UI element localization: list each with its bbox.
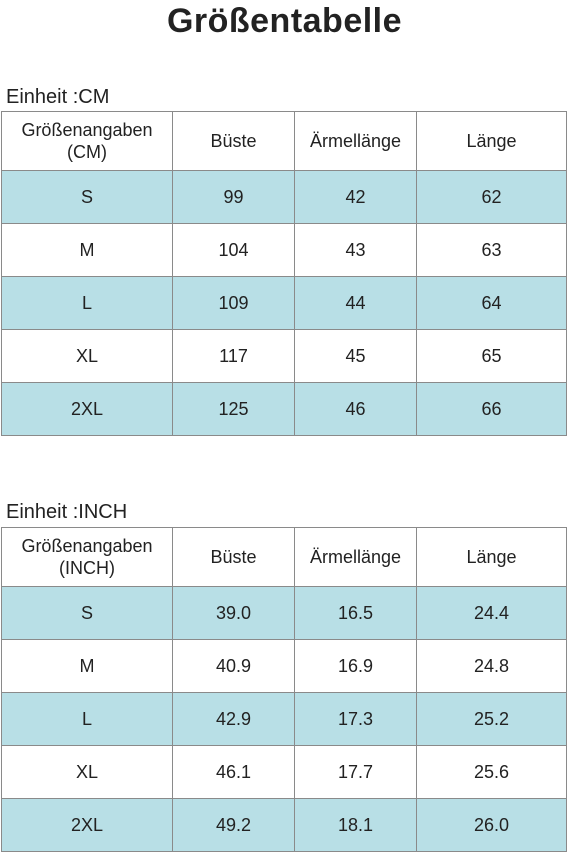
- table-cell: 39.0: [172, 586, 295, 640]
- table-cell: 104: [172, 223, 295, 277]
- header-cell: Ärmellänge: [294, 527, 417, 587]
- size-table: Größenangaben (CM) Büste Ärmellänge Länge S 9…: [1, 111, 567, 436]
- table-row: XL 117 45 65: [1, 329, 567, 383]
- table-cell: XL: [1, 329, 173, 383]
- table-cell: 46.1: [172, 745, 295, 799]
- header-cell: Länge: [416, 111, 567, 171]
- table-cell: 46: [294, 382, 417, 436]
- header-cell: Büste: [172, 111, 295, 171]
- unit-label: Einheit :INCH: [6, 501, 128, 523]
- table-cell: 62: [416, 170, 567, 224]
- table-cell: 2XL: [1, 382, 173, 436]
- table-cell: L: [1, 276, 173, 330]
- table-row: XL 46.1 17.7 25.6: [1, 745, 567, 799]
- table-cell: 17.3: [294, 692, 417, 746]
- table-row: 2XL 125 46 66: [1, 382, 567, 436]
- table-cell: 26.0: [416, 798, 567, 852]
- table-cell: 49.2: [172, 798, 295, 852]
- header-row: Größenangaben (INCH) Büste Ärmellänge Länge: [1, 527, 567, 587]
- table-cell: 25.6: [416, 745, 567, 799]
- table-cell: 16.9: [294, 639, 417, 693]
- table-cell: 64: [416, 276, 567, 330]
- table-row: S 99 42 62: [1, 170, 567, 224]
- table-cell: S: [1, 170, 173, 224]
- table-cell: 99: [172, 170, 295, 224]
- header-cell: Größenangaben (CM): [1, 111, 173, 171]
- table-cell: 117: [172, 329, 295, 383]
- table-row: M 40.9 16.9 24.8: [1, 639, 567, 693]
- header-cell: Büste: [172, 527, 295, 587]
- header-cell: Größenangaben (INCH): [1, 527, 173, 587]
- table-cell: 17.7: [294, 745, 417, 799]
- table-row: M 104 43 63: [1, 223, 567, 277]
- table-cell: XL: [1, 745, 173, 799]
- table-cell: 45: [294, 329, 417, 383]
- table-cell: 2XL: [1, 798, 173, 852]
- table-cell: 66: [416, 382, 567, 436]
- table-cell: 16.5: [294, 586, 417, 640]
- unit-label: Einheit :CM: [6, 86, 110, 108]
- header-cell: Länge: [416, 527, 567, 587]
- table-cell: 109: [172, 276, 295, 330]
- table-cell: 43: [294, 223, 417, 277]
- table-cell: 25.2: [416, 692, 567, 746]
- table-cell: 40.9: [172, 639, 295, 693]
- table-cell: 42: [294, 170, 417, 224]
- header-row: Größenangaben (CM) Büste Ärmellänge Länge: [1, 111, 567, 171]
- size-table: Größenangaben (INCH) Büste Ärmellänge Länge…: [1, 527, 567, 852]
- table-cell: 65: [416, 329, 567, 383]
- table-cell: 42.9: [172, 692, 295, 746]
- table-cell: 24.8: [416, 639, 567, 693]
- table-cell: 125: [172, 382, 295, 436]
- header-cell: Ärmellänge: [294, 111, 417, 171]
- table-cell: 44: [294, 276, 417, 330]
- table-cell: L: [1, 692, 173, 746]
- table-cell: 63: [416, 223, 567, 277]
- table-cell: S: [1, 586, 173, 640]
- table-cell: 18.1: [294, 798, 417, 852]
- table-row: 2XL 49.2 18.1 26.0: [1, 798, 567, 852]
- table-row: L 109 44 64: [1, 276, 567, 330]
- table-cell: M: [1, 639, 173, 693]
- page-title: Größentabelle: [166, 2, 403, 40]
- table-cell: 24.4: [416, 586, 567, 640]
- table-cell: M: [1, 223, 173, 277]
- table-row: L 42.9 17.3 25.2: [1, 692, 567, 746]
- table-row: S 39.0 16.5 24.4: [1, 586, 567, 640]
